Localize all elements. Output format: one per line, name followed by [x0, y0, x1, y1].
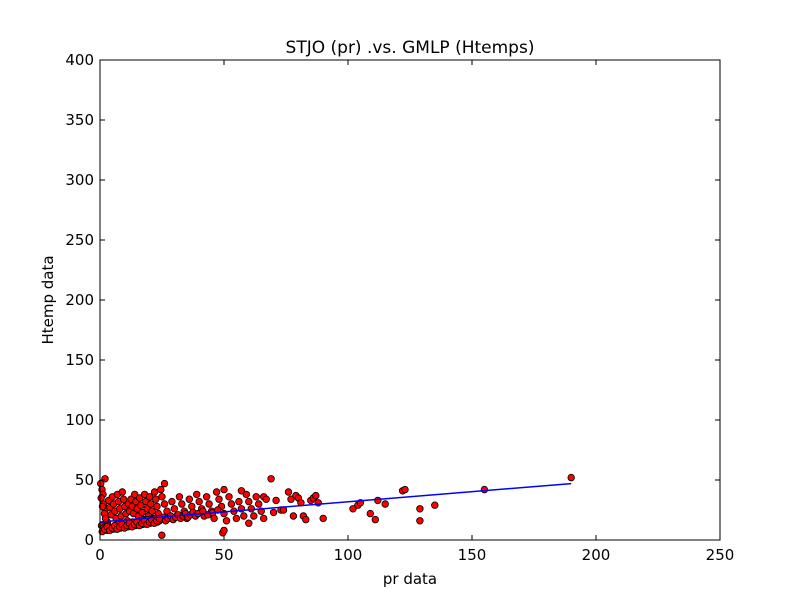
y-tick-label: 50: [75, 471, 94, 489]
data-point: [220, 526, 228, 535]
data-point: [195, 497, 203, 506]
data-point: [188, 502, 196, 511]
data-point: [255, 500, 263, 508]
x-tick-label: 100: [334, 546, 363, 564]
data-point: [284, 488, 293, 496]
data-point: [130, 490, 139, 499]
data-point: [118, 488, 126, 496]
data-point: [137, 501, 145, 509]
y-tick-label: 350: [65, 111, 94, 129]
data-point: [101, 475, 109, 483]
data-point: [138, 508, 146, 517]
data-point: [381, 500, 389, 508]
data-point: [260, 514, 268, 523]
data-point: [155, 514, 163, 523]
y-tick-label: 300: [65, 171, 94, 189]
data-point: [371, 515, 379, 524]
data-point: [210, 514, 218, 523]
data-point: [163, 507, 171, 515]
plot-frame: [99, 59, 721, 541]
data-point: [168, 497, 176, 506]
data-point: [252, 493, 260, 501]
fit-line: [99, 482, 572, 523]
data-point: [202, 493, 211, 501]
data-point: [212, 488, 221, 496]
data-point: [416, 517, 424, 525]
data-point: [150, 488, 159, 496]
data-point: [225, 493, 233, 501]
data-point: [215, 495, 223, 503]
data-point: [242, 490, 250, 499]
data-point: [148, 507, 156, 515]
data-point: [319, 514, 327, 523]
data-point: [240, 512, 248, 520]
data-point: [289, 512, 298, 520]
data-point: [147, 500, 155, 508]
data-point: [145, 493, 154, 501]
y-tick-label: 0: [84, 531, 94, 549]
data-point: [245, 497, 253, 506]
data-point: [222, 517, 231, 525]
data-point: [366, 509, 374, 518]
x-tick-label: 150: [458, 546, 487, 564]
data-point: [158, 493, 166, 501]
y-tick-label: 250: [65, 231, 94, 249]
data-point: [267, 475, 275, 483]
data-point: [349, 505, 357, 513]
data-point: [185, 495, 193, 503]
data-point: [153, 502, 161, 511]
data-point: [250, 512, 258, 520]
data-point: [567, 473, 575, 482]
data-point: [312, 491, 320, 500]
data-point: [401, 485, 409, 494]
points-layer: [96, 473, 575, 539]
data-point: [237, 487, 246, 495]
data-point: [175, 493, 184, 501]
ticks-layer: 0 50 100 150 200 250 0 50 100 150 200 250 300 350 400: [65, 51, 734, 564]
x-tick-label: 200: [582, 546, 611, 564]
data-point: [152, 495, 160, 503]
y-tick-label: 100: [65, 411, 94, 429]
data-point: [262, 495, 270, 503]
data-point: [158, 531, 166, 539]
y-tick-label: 150: [65, 351, 94, 369]
data-point: [272, 496, 280, 505]
data-point: [220, 485, 228, 494]
data-point: [97, 494, 105, 502]
x-tick-label: 0: [95, 546, 105, 564]
x-tick-label: 250: [706, 546, 735, 564]
data-point: [135, 494, 144, 502]
y-axis-label: Htemp data: [39, 255, 57, 344]
data-point: [157, 485, 165, 494]
data-point: [245, 519, 253, 527]
data-point: [178, 500, 186, 508]
x-tick-label: 50: [214, 546, 233, 564]
data-point: [160, 479, 169, 488]
y-tick-label: 400: [65, 51, 94, 69]
fit-line-layer: [99, 482, 572, 523]
data-point: [119, 495, 128, 503]
data-point: [232, 514, 241, 523]
data-point: [374, 496, 382, 505]
data-point: [205, 500, 213, 508]
data-point: [416, 505, 424, 513]
data-point: [302, 515, 310, 524]
y-tick-label: 200: [65, 291, 94, 309]
data-point: [480, 485, 489, 494]
data-point: [170, 505, 179, 513]
data-point: [287, 495, 295, 503]
data-point: [160, 500, 169, 508]
data-point: [269, 508, 278, 517]
data-point: [98, 502, 107, 511]
data-point: [227, 500, 236, 508]
data-point: [431, 501, 439, 509]
data-point: [235, 497, 243, 506]
x-axis-label: pr data: [383, 570, 437, 588]
chart-title: STJO (pr) .vs. GMLP (Htemps): [286, 38, 535, 58]
data-point: [192, 490, 201, 499]
